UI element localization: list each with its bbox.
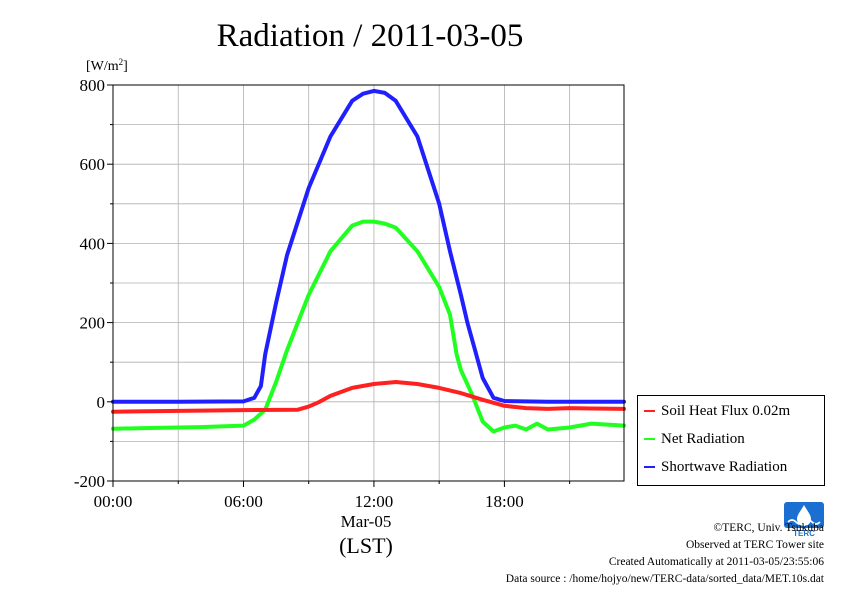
x-tick-label: 18:00 bbox=[485, 492, 524, 511]
legend-swatch-shortwave-radiation bbox=[644, 466, 655, 468]
legend-label: Shortwave Radiation bbox=[661, 458, 788, 475]
legend-swatch-soil-heat-flux bbox=[644, 410, 655, 412]
axis-ticks: -200 0 200 400 600 800 00:00 06:00 12:00 18:00 bbox=[74, 76, 571, 511]
series-line-net-radiation bbox=[111, 219, 626, 434]
x-tick-label: 06:00 bbox=[224, 492, 263, 511]
legend: Soil Heat Flux 0.02m Net Radiation Short… bbox=[637, 395, 825, 486]
x-tick-label: 12:00 bbox=[355, 492, 394, 511]
footer-observed: Observed at TERC Tower site bbox=[685, 539, 824, 551]
y-axis-unit-label: [W/m2] bbox=[86, 57, 128, 74]
x-tick-label: 00:00 bbox=[94, 492, 133, 511]
legend-item-net-radiation: Net Radiation bbox=[644, 429, 745, 449]
y-tick-label: 600 bbox=[80, 155, 106, 174]
legend-item-soil-heat-flux: Soil Heat Flux 0.02m bbox=[644, 401, 790, 421]
x-axis-label: (LST) bbox=[339, 533, 393, 558]
x-axis-date-label: Mar-05 bbox=[341, 512, 392, 531]
footer-copyright: ©TERC, Univ. Tsukuba bbox=[713, 522, 824, 534]
logo-text: TERC bbox=[793, 529, 815, 538]
unit-close-bracket: ] bbox=[123, 59, 128, 74]
y-tick-label: 0 bbox=[97, 393, 106, 412]
chart-title: Radiation / 2011-03-05 bbox=[217, 18, 524, 54]
legend-label: Soil Heat Flux 0.02m bbox=[661, 402, 791, 419]
grid bbox=[113, 85, 624, 481]
series-layer bbox=[111, 88, 626, 434]
y-tick-label: 400 bbox=[80, 234, 106, 253]
terc-logo-icon: TERC bbox=[784, 502, 824, 538]
footer-source: Data source : /home/hojyo/new/TERC-data/… bbox=[505, 573, 824, 585]
legend-swatch-net-radiation bbox=[644, 438, 655, 440]
legend-item-shortwave-radiation: Shortwave Radiation bbox=[644, 457, 787, 477]
y-tick-label: 200 bbox=[80, 314, 106, 333]
footer-created: Created Automatically at 2011-03-05/23:5… bbox=[608, 556, 824, 568]
unit-label-text: [W/m bbox=[86, 59, 119, 74]
series-line-soil-heat-flux-0-02m bbox=[111, 380, 626, 414]
y-tick-label: 800 bbox=[80, 76, 106, 95]
unit-superscript: 2 bbox=[119, 57, 124, 67]
series-line-shortwave-radiation bbox=[111, 88, 626, 404]
legend-label: Net Radiation bbox=[661, 430, 745, 447]
y-tick-label: -200 bbox=[74, 472, 105, 491]
